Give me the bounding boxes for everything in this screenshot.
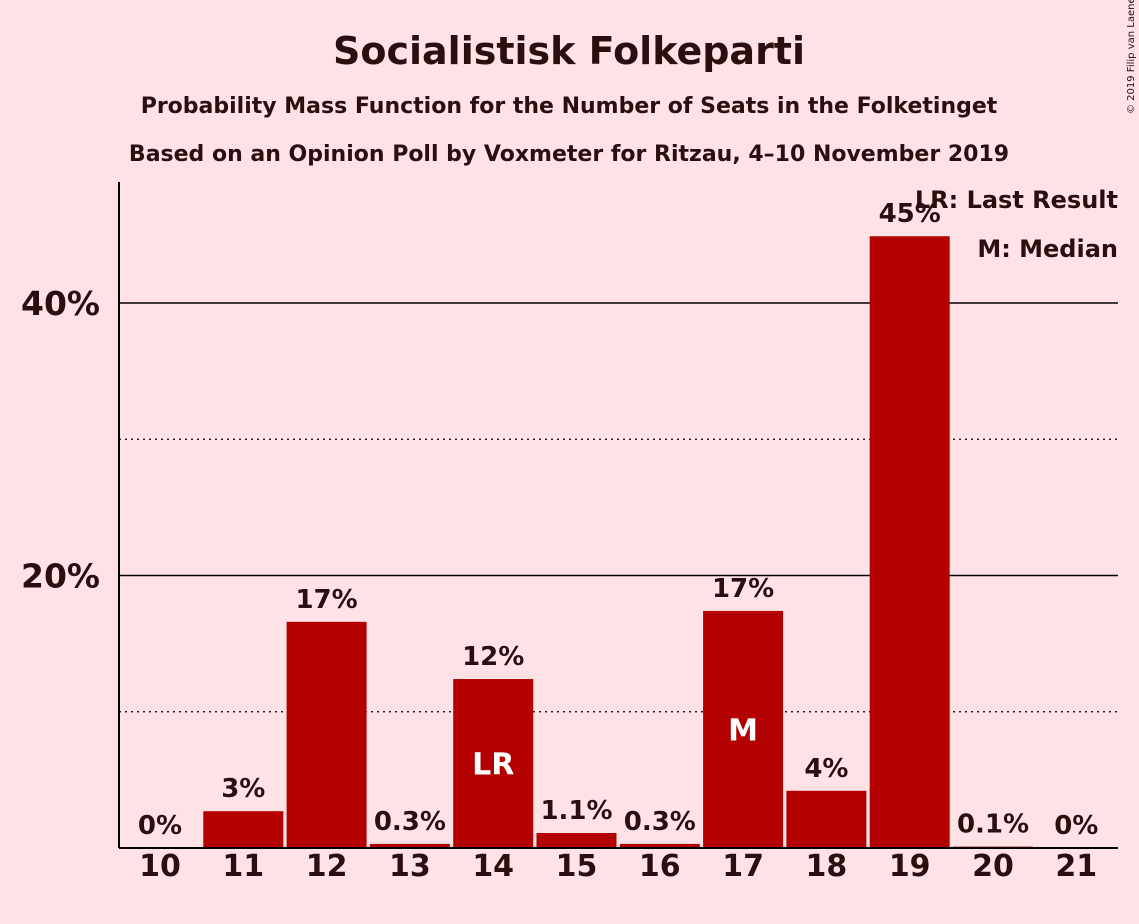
- x-tick-labels: 10 11 12 13 14 15 16 17 18 19 20 21: [139, 849, 1097, 884]
- bar-19: [869, 236, 950, 849]
- y-tick-40: 40%: [21, 284, 100, 323]
- x-tick-17: 17: [722, 849, 764, 884]
- bar-14: [453, 679, 534, 848]
- value-labels: 0% 3% 17% 0.3% 12% LR 1.1% 0.3% 17% M 4% 45% 0.1% 0%: [138, 199, 1098, 841]
- x-tick-14: 14: [472, 849, 514, 884]
- value-label-13: 0.3%: [374, 807, 446, 837]
- chart-title: Socialistisk Folkeparti: [333, 29, 805, 73]
- x-tick-12: 12: [306, 849, 348, 884]
- copyright-text: © 2019 Filip van Laenen: [1126, 0, 1137, 114]
- legend-last-result: LR: Last Result: [915, 186, 1118, 214]
- value-label-12: 17%: [295, 585, 357, 615]
- value-label-20: 0.1%: [957, 810, 1029, 840]
- value-label-11: 3%: [221, 774, 265, 804]
- bar-16: [619, 843, 700, 848]
- value-label-10: 0%: [138, 811, 182, 841]
- value-label-16: 0.3%: [624, 807, 696, 837]
- chart-subtitle: Probability Mass Function for the Number…: [141, 94, 998, 119]
- x-tick-21: 21: [1055, 849, 1097, 884]
- x-tick-16: 16: [639, 849, 681, 884]
- legend-median: M: Median: [977, 235, 1118, 263]
- x-tick-18: 18: [806, 849, 848, 884]
- x-tick-15: 15: [556, 849, 598, 884]
- bar-11: [203, 811, 284, 848]
- chart-subtitle-poll: Based on an Opinion Poll by Voxmeter for…: [129, 142, 1009, 167]
- bars: [203, 236, 1033, 849]
- value-label-18: 4%: [804, 754, 848, 784]
- value-label-17: 17%: [712, 574, 774, 604]
- x-tick-11: 11: [222, 849, 264, 884]
- y-tick-labels: 20% 40%: [21, 284, 100, 596]
- bar-marker-lr: LR: [472, 748, 514, 783]
- bar-12: [286, 621, 367, 848]
- x-tick-10: 10: [139, 849, 181, 884]
- bar-17: [703, 610, 784, 848]
- y-tick-20: 20%: [21, 557, 100, 596]
- x-tick-13: 13: [389, 849, 431, 884]
- bar-13: [369, 843, 450, 848]
- bar-18: [786, 790, 867, 848]
- bar-15: [536, 833, 617, 848]
- x-tick-20: 20: [972, 849, 1014, 884]
- gridlines: [119, 302, 1118, 713]
- x-tick-19: 19: [889, 849, 931, 884]
- bar-marker-m: M: [728, 713, 758, 748]
- value-label-14: 12%: [462, 642, 524, 672]
- value-label-21: 0%: [1054, 811, 1098, 841]
- value-label-15: 1.1%: [540, 796, 612, 826]
- value-label-19: 45%: [879, 199, 941, 229]
- axes: [118, 182, 1118, 849]
